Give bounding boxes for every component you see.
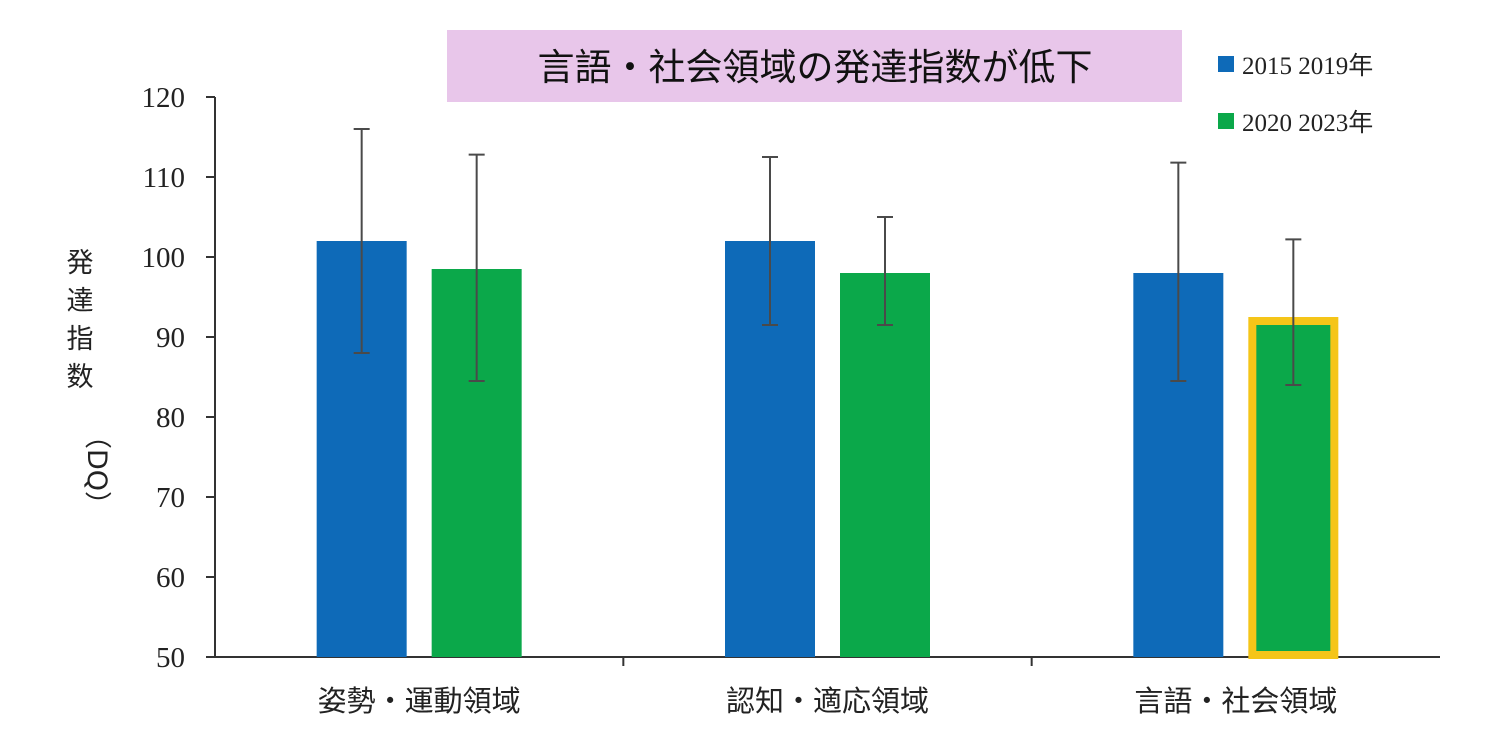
x-tick-label: 認知・適応領域 bbox=[726, 684, 929, 718]
y-tick-label: 90 bbox=[156, 322, 185, 354]
y-axis-label-char: 指 bbox=[67, 324, 94, 355]
legend: 2015 2019年 2020 2023年 bbox=[1218, 52, 1373, 137]
y-tick-label: 50 bbox=[156, 642, 185, 674]
x-tick-label: 言語・社会領域 bbox=[1134, 684, 1337, 718]
y-axis-label-char: 達 bbox=[67, 286, 94, 317]
legend-swatch bbox=[1218, 113, 1234, 129]
legend-swatch bbox=[1218, 56, 1234, 72]
y-tick-label: 120 bbox=[142, 82, 186, 114]
y-axis-label-char: 数 bbox=[67, 362, 94, 393]
legend-label: 2020 2023年 bbox=[1242, 109, 1373, 137]
title-background bbox=[447, 30, 1182, 102]
y-tick-label: 100 bbox=[142, 242, 186, 274]
y-tick-label: 80 bbox=[156, 402, 185, 434]
y-tick-label: 110 bbox=[143, 162, 185, 194]
bar-b bbox=[840, 273, 930, 657]
y-axis-label-unit: （DQ） bbox=[81, 422, 112, 518]
y-axis-label-char: 発 bbox=[67, 248, 94, 279]
y-tick-label: 60 bbox=[156, 562, 185, 594]
chart-title: 言語・社会領域の発達指数が低下 bbox=[538, 46, 1093, 89]
y-tick-label: 70 bbox=[156, 482, 185, 514]
y-axis-label: 発達指数 （DQ） bbox=[67, 248, 113, 518]
plot-area: 50 60 70 80 90 100 110 120 姿勢・運動領域 認知・適応領域 言語・社会領域 bbox=[142, 82, 1440, 718]
legend-label: 2015 2019年 bbox=[1242, 52, 1373, 80]
x-tick-label: 姿勢・運動領域 bbox=[318, 684, 521, 718]
